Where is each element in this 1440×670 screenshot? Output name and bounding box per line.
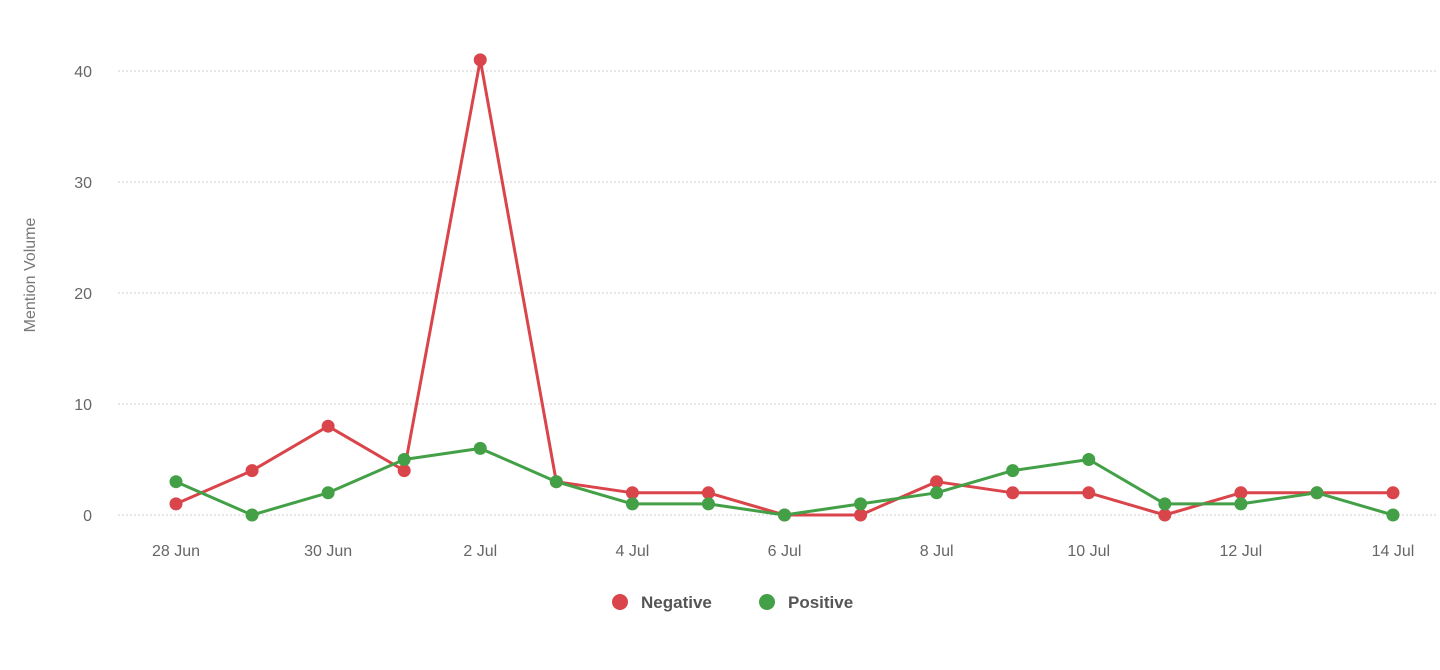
data-point-negative[interactable]	[930, 475, 944, 489]
data-point-positive[interactable]	[701, 497, 715, 511]
data-point-positive[interactable]	[1386, 508, 1400, 522]
data-point-positive[interactable]	[245, 508, 259, 522]
data-point-positive[interactable]	[397, 453, 411, 466]
legend-item-positive[interactable]: Positive	[759, 593, 853, 612]
x-tick-label: 28 Jun	[152, 543, 200, 560]
y-tick-label: 0	[83, 508, 92, 525]
series-line-positive	[174, 446, 1395, 517]
data-point-negative[interactable]	[854, 508, 868, 522]
x-tick-label: 10 Jul	[1067, 543, 1110, 560]
data-point-negative[interactable]	[1158, 508, 1172, 522]
x-tick-label: 30 Jun	[304, 543, 352, 560]
x-tick-label: 6 Jul	[768, 543, 802, 560]
data-point-positive[interactable]	[1158, 497, 1172, 511]
data-point-negative[interactable]	[1006, 486, 1020, 500]
y-tick-label: 30	[74, 175, 92, 192]
data-point-positive[interactable]	[473, 441, 487, 455]
data-point-negative[interactable]	[245, 464, 259, 478]
y-tick-label: 10	[74, 397, 92, 414]
data-point-negative[interactable]	[1386, 486, 1400, 500]
data-point-positive[interactable]	[1310, 486, 1324, 500]
data-point-negative[interactable]	[169, 497, 183, 511]
data-point-positive[interactable]	[169, 475, 183, 489]
legend-label: Negative	[641, 593, 712, 612]
legend-marker	[759, 594, 775, 610]
data-point-positive[interactable]	[930, 486, 944, 500]
y-axis-ticks: 0 10 20 30 40	[74, 64, 92, 525]
series-negative	[169, 53, 1400, 522]
data-point-positive[interactable]	[778, 508, 791, 522]
data-point-negative[interactable]	[1234, 486, 1248, 500]
data-point-negative[interactable]	[625, 486, 639, 500]
data-point-positive[interactable]	[625, 497, 639, 511]
data-point-negative[interactable]	[1082, 486, 1096, 500]
y-tick-label: 20	[74, 286, 92, 303]
data-point-positive[interactable]	[321, 486, 335, 500]
x-tick-label: 2 Jul	[463, 543, 497, 560]
data-point-negative[interactable]	[701, 486, 715, 500]
series-positive	[169, 441, 1400, 522]
y-tick-label: 40	[74, 64, 92, 81]
x-axis-ticks: 28 Jun 30 Jun 2 Jul 4 Jul 6 Jul 8 Jul 10 Jul 12…	[152, 543, 1414, 560]
data-point-negative[interactable]	[473, 53, 487, 67]
x-tick-label: 14 Jul	[1372, 543, 1415, 560]
y-axis-title: Mention Volume	[22, 218, 39, 333]
data-point-positive[interactable]	[1082, 453, 1096, 466]
data-point-negative[interactable]	[321, 419, 335, 433]
x-tick-label: 8 Jul	[920, 543, 954, 560]
data-point-positive[interactable]	[1006, 464, 1020, 478]
legend-marker	[612, 594, 628, 610]
x-tick-label: 4 Jul	[615, 543, 649, 560]
data-point-positive[interactable]	[549, 475, 563, 489]
series-layer	[169, 53, 1400, 522]
legend-label: Positive	[788, 593, 853, 612]
data-point-positive[interactable]	[854, 497, 868, 511]
grid-lines	[118, 70, 1438, 516]
legend-item-negative[interactable]: Negative	[612, 593, 712, 612]
data-point-negative[interactable]	[397, 464, 411, 478]
series-line-negative	[174, 58, 1395, 517]
data-point-positive[interactable]	[1234, 497, 1248, 511]
x-tick-label: 12 Jul	[1220, 543, 1263, 560]
legend[interactable]: Negative Positive	[612, 593, 853, 612]
